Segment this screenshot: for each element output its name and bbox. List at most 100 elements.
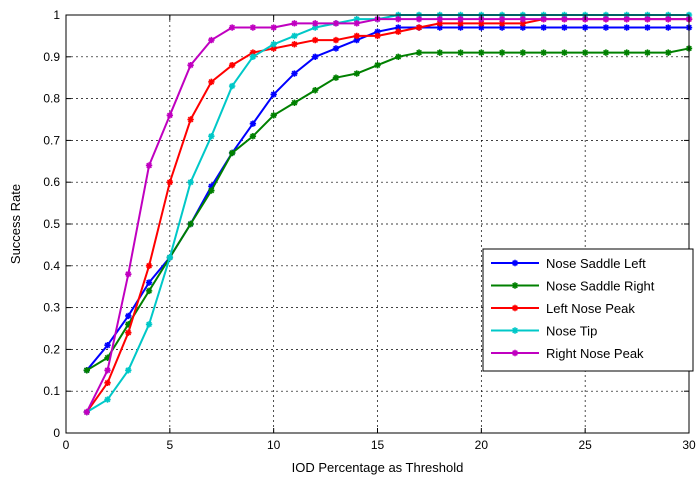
data-point-right-nose-peak <box>498 15 506 23</box>
legend-item-nose-saddle-left: Nose Saddle Left <box>491 256 646 271</box>
data-point-nose-tip <box>270 41 277 48</box>
data-point-nose-saddle-right <box>228 149 236 157</box>
grid <box>66 15 689 433</box>
data-point-left-nose-peak <box>125 329 132 336</box>
data-point-nose-saddle-right <box>312 87 319 94</box>
y-tick-label: 0.2 <box>43 342 60 356</box>
x-tick-label: 5 <box>166 438 173 452</box>
data-point-nose-saddle-left <box>395 24 402 31</box>
legend-marker <box>511 349 519 357</box>
legend: Nose Saddle Left Nose Saddle Right Left No… <box>482 248 694 372</box>
data-point-nose-saddle-right <box>332 74 340 81</box>
data-point-right-nose-peak <box>665 15 672 23</box>
y-tick-label: 0.1 <box>43 384 60 398</box>
data-point-right-nose-peak <box>436 15 443 23</box>
data-point-right-nose-peak <box>602 15 610 23</box>
data-point-nose-saddle-right <box>665 49 672 56</box>
data-point-right-nose-peak <box>353 20 360 27</box>
data-point-nose-saddle-right <box>187 220 194 228</box>
data-point-nose-saddle-right <box>623 49 630 56</box>
y-tick-label: 0.3 <box>43 301 60 315</box>
data-point-nose-saddle-right <box>104 354 111 361</box>
data-point-nose-saddle-left <box>436 24 443 31</box>
data-point-nose-saddle-left <box>581 24 589 31</box>
y-tick-label: 0 <box>53 426 60 440</box>
legend-item-left-nose-peak: Left Nose Peak <box>491 301 635 316</box>
x-axis-label: IOD Percentage as Threshold <box>292 460 464 475</box>
x-tick-label: 30 <box>682 438 696 452</box>
data-point-left-nose-peak <box>332 36 340 44</box>
data-point-left-nose-peak <box>312 36 319 44</box>
data-point-right-nose-peak <box>83 408 90 416</box>
data-point-left-nose-peak <box>478 20 485 27</box>
data-point-left-nose-peak <box>228 61 236 69</box>
x-tick-label: 25 <box>578 438 592 452</box>
data-point-nose-tip <box>249 53 257 60</box>
data-point-nose-saddle-left <box>249 120 257 127</box>
data-point-right-nose-peak <box>228 24 236 31</box>
data-point-right-nose-peak <box>332 20 340 27</box>
data-point-nose-saddle-right <box>457 49 464 56</box>
x-tick-label: 10 <box>267 438 281 452</box>
data-point-nose-saddle-right <box>270 112 277 119</box>
data-point-right-nose-peak <box>104 367 111 374</box>
y-axis-label: Success Rate <box>8 184 23 264</box>
axis-ticks: 0 5 10 15 20 25 30 0 0.1 0.2 0.3 0.4 0.5 0.6 0.7 0.8 0.9… <box>43 8 696 452</box>
data-point-nose-saddle-right <box>561 49 568 56</box>
series-nose-saddle-right <box>83 45 693 374</box>
data-point-nose-tip <box>166 254 174 261</box>
data-point-nose-saddle-left <box>623 24 630 31</box>
legend-item-right-nose-peak: Right Nose Peak <box>491 346 644 361</box>
data-point-right-nose-peak <box>249 24 257 31</box>
data-point-right-nose-peak <box>623 15 630 23</box>
data-point-nose-saddle-left <box>644 24 651 31</box>
data-point-nose-saddle-right <box>519 49 527 56</box>
data-point-right-nose-peak <box>519 15 527 23</box>
data-point-nose-saddle-left <box>519 24 527 31</box>
data-point-nose-saddle-left <box>540 24 547 31</box>
data-point-nose-saddle-left <box>353 36 360 44</box>
data-point-nose-saddle-right <box>395 53 402 60</box>
data-point-nose-tip <box>291 32 298 40</box>
data-point-nose-tip <box>104 396 111 403</box>
data-point-left-nose-peak <box>249 49 257 56</box>
data-point-nose-saddle-right <box>498 49 506 56</box>
series-line-right-nose-peak <box>85 18 689 413</box>
legend-marker <box>511 304 519 312</box>
data-point-right-nose-peak <box>457 15 464 23</box>
data-point-nose-tip <box>228 82 236 90</box>
data-point-nose-tip <box>145 321 153 328</box>
data-point-left-nose-peak <box>519 20 527 27</box>
data-point-nose-saddle-left <box>665 24 672 31</box>
data-point-nose-saddle-left <box>312 53 319 60</box>
data-point-left-nose-peak <box>187 116 194 123</box>
data-point-right-nose-peak <box>395 15 402 23</box>
data-point-left-nose-peak <box>291 41 298 48</box>
data-point-nose-saddle-left <box>498 24 506 31</box>
data-point-nose-saddle-left <box>374 28 381 35</box>
data-point-right-nose-peak <box>187 61 194 69</box>
data-point-nose-saddle-right <box>644 49 651 56</box>
legend-label: Nose Tip <box>546 324 597 339</box>
data-point-nose-saddle-right <box>145 287 153 295</box>
data-point-right-nose-peak <box>644 15 651 23</box>
data-point-nose-saddle-right <box>540 49 547 56</box>
data-point-right-nose-peak <box>415 15 423 23</box>
data-point-right-nose-peak <box>561 15 568 23</box>
legend-label: Left Nose Peak <box>546 301 635 316</box>
data-point-left-nose-peak <box>436 20 443 27</box>
data-point-nose-tip <box>312 24 319 31</box>
legend-marker <box>511 259 519 267</box>
data-point-right-nose-peak <box>540 15 547 23</box>
data-point-nose-saddle-right <box>602 49 610 56</box>
legend-box <box>482 248 694 372</box>
data-point-nose-tip <box>208 133 215 140</box>
data-point-right-nose-peak <box>270 24 277 31</box>
data-point-left-nose-peak <box>415 24 423 31</box>
data-point-nose-saddle-right <box>125 321 132 328</box>
legend-label: Right Nose Peak <box>546 346 644 361</box>
y-tick-label: 0.8 <box>43 92 60 106</box>
data-point-right-nose-peak <box>312 20 319 27</box>
legend-label: Nose Saddle Right <box>546 279 655 294</box>
